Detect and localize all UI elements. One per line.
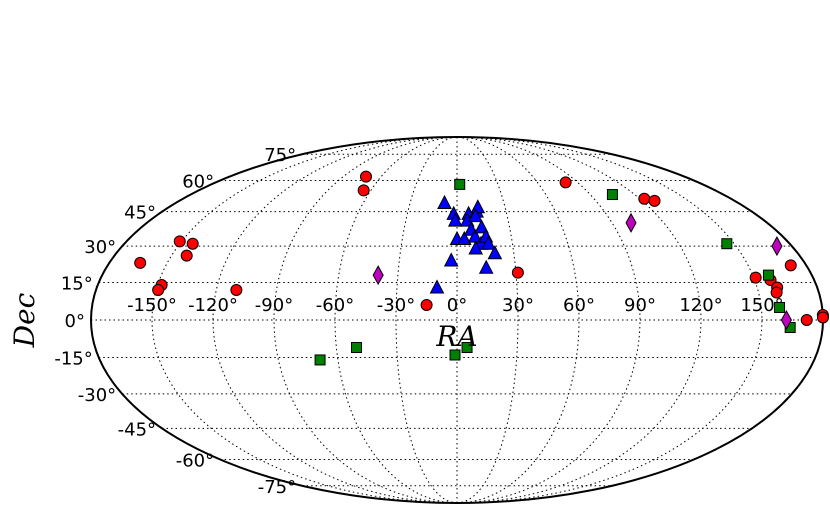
circle-marker	[173, 235, 186, 248]
circle-marker	[559, 176, 572, 189]
triangle-marker	[487, 245, 503, 260]
square-marker	[461, 342, 473, 354]
grid-lines	[91, 136, 823, 504]
triangle-marker	[468, 240, 484, 255]
ra-grid-line	[456, 136, 763, 504]
dec-tick-label: 60°	[182, 171, 214, 192]
dec-tick-label: 15°	[61, 274, 93, 295]
ra-grid-line	[456, 136, 641, 504]
square-marker	[606, 189, 618, 201]
dec-tick-label: 30°	[84, 237, 116, 258]
ra-tick-label: 150°	[740, 295, 783, 316]
ra-tick-label: 120°	[679, 295, 722, 316]
circle-marker	[648, 194, 661, 207]
circle-marker	[749, 271, 762, 284]
triangle-marker	[429, 279, 445, 294]
ra-grid-line	[395, 136, 458, 504]
circle-marker	[134, 256, 147, 269]
x-axis-label: RA	[435, 320, 477, 353]
triangle-marker	[447, 212, 463, 227]
triangle-marker	[470, 199, 486, 214]
circle-marker	[784, 259, 797, 272]
dec-tick-label: 75°	[264, 145, 296, 166]
circle-marker	[770, 286, 783, 299]
square-marker	[721, 238, 733, 250]
diamond-marker	[780, 309, 792, 331]
ra-tick-labels: -150° -120° -90° -60° -30° 0° 30° 60° 90° 120° 150…	[127, 295, 784, 316]
square-marker	[350, 342, 362, 354]
dec-tick-label: -30°	[78, 385, 116, 406]
ra-tick-label: 0°	[447, 295, 467, 316]
data-points	[134, 170, 829, 366]
ra-tick-label: -120°	[188, 295, 238, 316]
ra-grid-line	[456, 136, 519, 504]
dec-tick-label: 0°	[65, 311, 85, 332]
triangle-marker	[456, 230, 472, 245]
circle-marker	[816, 311, 829, 324]
triangle-marker	[443, 252, 459, 267]
circle-marker	[152, 283, 165, 296]
circle-marker	[180, 249, 193, 262]
ra-tick-label: 90°	[624, 295, 656, 316]
circle-marker	[638, 192, 651, 205]
ra-tick-label: 60°	[563, 295, 595, 316]
circle-marker	[511, 266, 524, 279]
square-marker	[762, 269, 774, 281]
dec-tick-label: 45°	[124, 203, 156, 224]
triangle-marker	[437, 194, 452, 209]
ra-grid-line	[273, 136, 458, 504]
ra-tick-label: -150°	[127, 295, 177, 316]
triangle-marker	[468, 208, 483, 223]
square-marker	[774, 301, 786, 313]
dec-tick-labels: 75° 60° 45° 30° 15° 0° -15° -30°-45° -60° -75°	[54, 145, 296, 498]
ra-tick-label: -90°	[255, 295, 293, 316]
dec-tick-label: -60°	[176, 451, 214, 472]
circle-marker	[359, 170, 372, 183]
circle-marker	[230, 283, 243, 296]
circle-marker	[800, 314, 813, 326]
ra-tick-label: 30°	[502, 295, 534, 316]
y-axis-label: Dec	[8, 292, 41, 348]
dec-tick-label: -75°	[258, 477, 296, 498]
diamond-marker	[771, 236, 783, 257]
ra-tick-label: -60°	[316, 295, 354, 316]
circle-marker	[420, 298, 433, 311]
dec-tick-label: -15°	[54, 348, 92, 369]
dec-tick-label: -45°	[118, 419, 156, 440]
circle-marker	[186, 237, 199, 250]
triangle-marker	[474, 219, 489, 234]
square-marker	[449, 349, 461, 361]
square-marker	[314, 354, 326, 366]
circle-marker	[357, 184, 370, 197]
ra-grid-line	[456, 136, 702, 504]
ra-tick-label: -30°	[377, 295, 415, 316]
triangle-marker	[478, 259, 494, 274]
ra-grid-line	[151, 136, 458, 504]
diamond-marker	[372, 265, 384, 286]
triangle-marker	[481, 235, 496, 250]
square-marker	[454, 178, 466, 190]
diamond-marker	[625, 212, 637, 233]
